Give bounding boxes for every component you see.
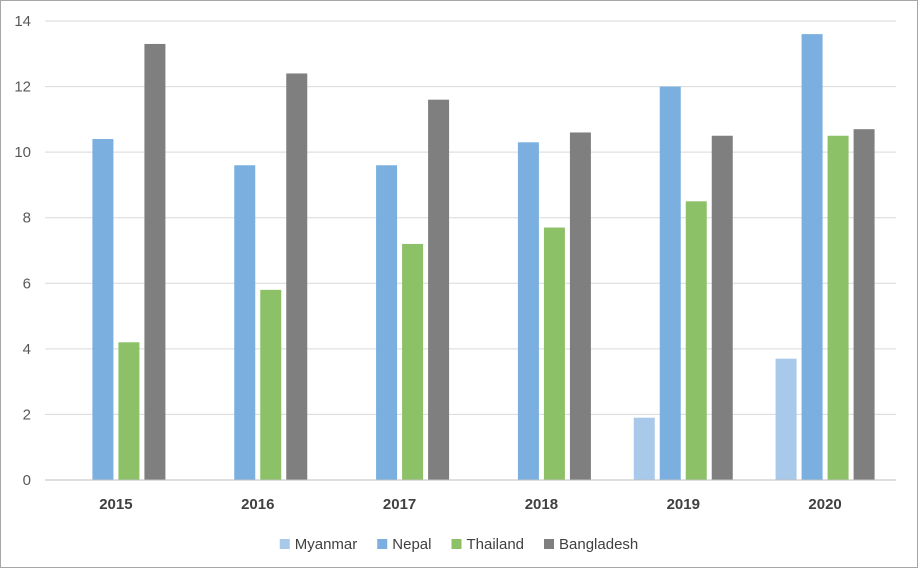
y-tick-label: 14 bbox=[14, 13, 31, 30]
bar-bangladesh-2018 bbox=[569, 132, 591, 480]
bar-bangladesh-2017 bbox=[428, 99, 450, 480]
x-tick-label: 2017 bbox=[383, 496, 416, 513]
legend-label: Myanmar bbox=[295, 536, 358, 553]
x-tick-label: 2016 bbox=[241, 496, 274, 513]
y-tick-label: 4 bbox=[23, 341, 31, 358]
bar-bangladesh-2019 bbox=[711, 135, 733, 480]
y-tick-label: 6 bbox=[23, 275, 31, 292]
bar-nepal-2019 bbox=[659, 86, 681, 481]
bar-bangladesh-2016 bbox=[286, 73, 308, 480]
y-tick-label: 2 bbox=[23, 406, 31, 423]
y-tick-label: 0 bbox=[23, 472, 31, 489]
y-tick-label: 12 bbox=[14, 79, 31, 96]
legend-layer: Myanmar Nepal Thailand Bangladesh bbox=[279, 536, 638, 553]
bar-thailand-2016 bbox=[260, 289, 282, 480]
bar-thailand-2019 bbox=[685, 201, 707, 481]
bar-bangladesh-2015 bbox=[144, 43, 166, 480]
x-tick-label: 2019 bbox=[667, 496, 700, 513]
grid-layer bbox=[45, 20, 896, 415]
x-tick-label: 2018 bbox=[525, 496, 558, 513]
bar-nepal-2016 bbox=[234, 165, 256, 480]
x-tick-label: 2015 bbox=[99, 496, 132, 513]
y-tick-label: 8 bbox=[23, 210, 31, 227]
legend-label: Thailand bbox=[466, 536, 524, 553]
bar-myanmar-2019 bbox=[633, 417, 655, 480]
bar-nepal-2017 bbox=[376, 165, 398, 480]
legend-swatch bbox=[544, 539, 555, 549]
legend-swatch bbox=[377, 539, 388, 549]
legend-item-bangladesh: Bangladesh bbox=[544, 536, 638, 553]
x-tick-label: 2020 bbox=[808, 496, 841, 513]
axis-layer: 0 2 4 6 8 10 12 14 2015 2016 2017 2018 2019 2020 bbox=[14, 13, 896, 513]
legend-item-nepal: Nepal bbox=[377, 536, 431, 553]
bar-thailand-2020 bbox=[827, 135, 849, 480]
bar-bangladesh-2020 bbox=[853, 129, 875, 480]
legend-label: Nepal bbox=[392, 536, 431, 553]
legend-label: Bangladesh bbox=[559, 536, 638, 553]
bar-layer bbox=[92, 34, 875, 481]
legend-swatch bbox=[451, 539, 462, 549]
legend-item-myanmar: Myanmar bbox=[279, 536, 358, 553]
bar-thailand-2015 bbox=[118, 342, 140, 480]
bar-nepal-2018 bbox=[517, 142, 539, 481]
bar-thailand-2018 bbox=[543, 227, 565, 480]
legend-item-thailand: Thailand bbox=[451, 536, 524, 553]
legend-swatch bbox=[279, 539, 290, 549]
bar-nepal-2020 bbox=[801, 34, 823, 480]
y-tick-label: 10 bbox=[14, 144, 31, 161]
bar-nepal-2015 bbox=[92, 139, 114, 480]
bar-myanmar-2020 bbox=[775, 358, 797, 480]
bar-thailand-2017 bbox=[402, 243, 424, 480]
